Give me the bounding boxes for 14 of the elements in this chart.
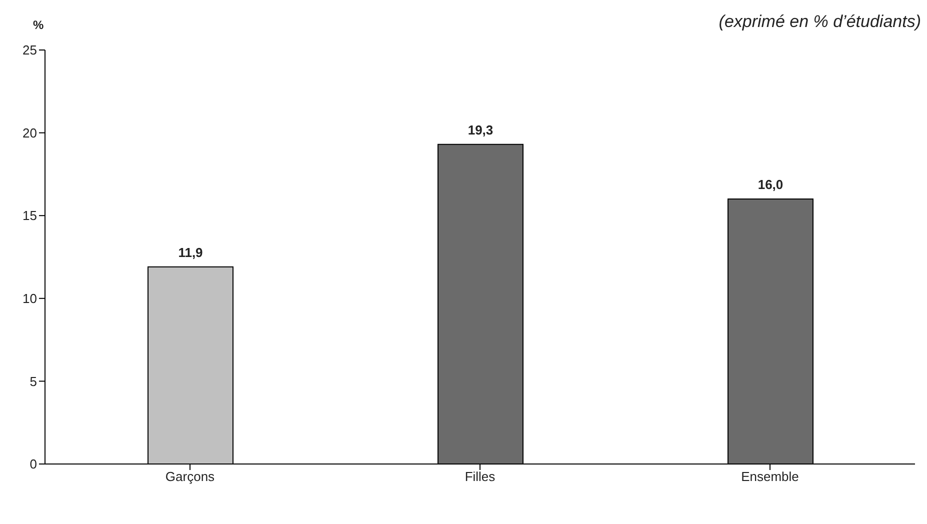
y-tick-label: 20 <box>22 125 37 140</box>
y-tick-label: 10 <box>22 291 37 306</box>
y-tick-label: 0 <box>30 456 37 472</box>
y-tick-label: 25 <box>22 42 37 58</box>
x-tick-label: Filles <box>464 469 496 484</box>
data-label: 19,3 <box>468 122 494 138</box>
y-axis-title: % <box>33 18 44 32</box>
text: (exprimé en % d’étudiants) <box>718 12 921 32</box>
x-tick-label: Ensemble <box>741 469 799 484</box>
x-tick-label: Garçons <box>165 469 216 484</box>
y-tick-label: 5 <box>30 374 37 389</box>
y-tick-label: 15 <box>22 208 37 224</box>
data-label: 11,9 <box>178 244 203 260</box>
data-label: 16,0 <box>758 177 784 192</box>
